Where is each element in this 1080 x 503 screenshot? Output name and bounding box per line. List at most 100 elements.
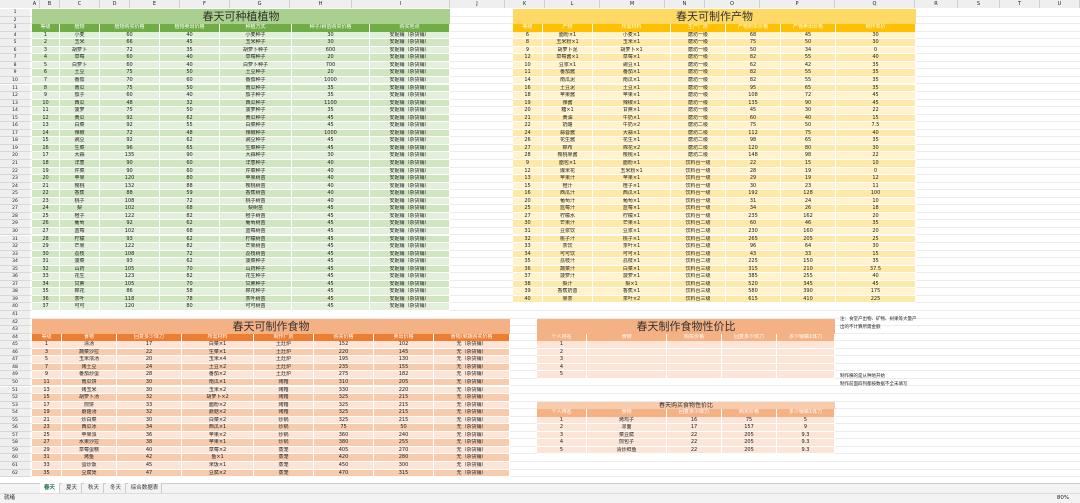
column-heading[interactable]: 个人排名 bbox=[537, 333, 587, 342]
column-header[interactable]: D bbox=[100, 0, 130, 8]
row-header[interactable]: 1 bbox=[0, 9, 30, 17]
row-header[interactable]: 52 bbox=[0, 394, 30, 402]
row-header[interactable]: 24 bbox=[0, 182, 30, 191]
column-heading[interactable]: 购买价格 bbox=[722, 409, 777, 417]
row-header[interactable]: 5 bbox=[0, 39, 30, 47]
column-heading[interactable]: 食物 bbox=[587, 333, 667, 342]
column-heading[interactable]: 所需材料 bbox=[593, 24, 671, 32]
row-header[interactable]: 41 bbox=[0, 311, 30, 319]
column-heading[interactable]: 制作厂房 bbox=[254, 333, 314, 342]
row-header[interactable]: 39 bbox=[0, 295, 30, 304]
row-header[interactable]: 10 bbox=[0, 76, 30, 85]
column-heading[interactable]: 等级 bbox=[513, 24, 543, 32]
row-header[interactable]: 15 bbox=[0, 114, 30, 123]
sheet-tab[interactable]: 综合数据表 bbox=[128, 483, 162, 493]
column-header[interactable]: G bbox=[230, 0, 290, 8]
row-header[interactable]: 23 bbox=[0, 175, 30, 183]
column-heading[interactable]: 购买价格 bbox=[314, 333, 374, 342]
row-header[interactable]: 17 bbox=[0, 129, 30, 138]
row-header[interactable]: 48 bbox=[0, 363, 30, 372]
column-header[interactable]: O bbox=[705, 0, 760, 8]
sheet-tab[interactable]: 夏天 bbox=[62, 483, 82, 493]
row-header[interactable]: 26 bbox=[0, 197, 30, 206]
row-header[interactable]: 45 bbox=[0, 341, 30, 349]
sheet-tab[interactable]: 秋天 bbox=[84, 483, 104, 493]
column-header[interactable]: I bbox=[352, 0, 450, 8]
row-header[interactable]: 4 bbox=[0, 31, 30, 40]
column-header[interactable]: U bbox=[1040, 0, 1080, 8]
row-header[interactable]: 8 bbox=[0, 61, 30, 70]
column-header[interactable]: Q bbox=[835, 0, 915, 8]
column-heading[interactable]: 植物卖出价格 bbox=[160, 24, 220, 32]
row-header[interactable]: 43 bbox=[0, 326, 30, 334]
column-header[interactable]: N bbox=[665, 0, 705, 8]
column-header[interactable]: L bbox=[545, 0, 600, 8]
column-heading[interactable]: 制作单价 bbox=[836, 24, 916, 32]
row-header[interactable]: 25 bbox=[0, 190, 30, 198]
column-heading[interactable]: 所需材料 bbox=[182, 333, 254, 342]
row-header[interactable]: 35 bbox=[0, 265, 30, 274]
column-heading[interactable]: 食物 bbox=[587, 409, 667, 417]
row-header[interactable]: 47 bbox=[0, 356, 30, 364]
row-header[interactable]: 55 bbox=[0, 416, 30, 425]
column-header[interactable]: C bbox=[60, 0, 100, 8]
row-header[interactable]: 19 bbox=[0, 144, 30, 153]
column-heading[interactable]: 多少钢镐1体力 bbox=[777, 409, 835, 417]
column-header[interactable]: M bbox=[600, 0, 665, 8]
row-header[interactable]: 57 bbox=[0, 431, 30, 440]
column-heading[interactable]: 植物购买价格 bbox=[100, 24, 160, 32]
row-header[interactable]: 44 bbox=[0, 333, 30, 342]
column-header[interactable]: K bbox=[505, 0, 545, 8]
row-header[interactable]: 11 bbox=[0, 84, 30, 93]
row-header[interactable]: 29 bbox=[0, 220, 30, 228]
column-header[interactable]: P bbox=[760, 0, 835, 8]
row-header[interactable]: 62 bbox=[0, 469, 30, 478]
column-heading[interactable]: 卖出价格 bbox=[374, 333, 434, 342]
row-header[interactable]: 13 bbox=[0, 99, 30, 108]
row-header[interactable]: 21 bbox=[0, 160, 30, 168]
column-header[interactable]: T bbox=[1000, 0, 1040, 8]
row-header[interactable]: 51 bbox=[0, 386, 30, 395]
row-header[interactable]: 33 bbox=[0, 250, 30, 259]
row-header[interactable]: 61 bbox=[0, 462, 30, 470]
column-heading[interactable]: 多少钢镐1体力 bbox=[777, 333, 835, 342]
column-heading[interactable]: 生产厂房 bbox=[671, 24, 726, 32]
row-header[interactable]: 53 bbox=[0, 401, 30, 410]
column-header[interactable]: F bbox=[180, 0, 230, 8]
column-header[interactable]: A bbox=[30, 0, 40, 8]
column-header[interactable]: S bbox=[958, 0, 1000, 8]
row-header[interactable]: 58 bbox=[0, 439, 30, 447]
sheet-tab[interactable]: 冬天 bbox=[106, 483, 126, 493]
column-header[interactable]: R bbox=[915, 0, 958, 8]
column-heading[interactable]: 食物/果蔬购买价格 bbox=[434, 333, 510, 342]
row-header[interactable]: 6 bbox=[0, 46, 30, 55]
row-header[interactable]: 14 bbox=[0, 107, 30, 115]
row-header[interactable]: 60 bbox=[0, 454, 30, 462]
sheet-tab[interactable]: 春天 bbox=[40, 483, 60, 493]
row-header[interactable]: 36 bbox=[0, 273, 30, 281]
row-header[interactable]: 3 bbox=[0, 24, 30, 32]
column-heading[interactable]: 植物 bbox=[60, 24, 100, 32]
row-header[interactable]: 9 bbox=[0, 69, 30, 77]
row-header[interactable]: 50 bbox=[0, 378, 30, 387]
column-heading[interactable]: 等级 bbox=[32, 24, 60, 32]
zoom-level[interactable]: 80% bbox=[1056, 495, 1070, 501]
row-header[interactable]: 31 bbox=[0, 235, 30, 244]
row-header[interactable]: 12 bbox=[0, 92, 30, 100]
row-header[interactable]: 22 bbox=[0, 167, 30, 176]
row-header[interactable]: 59 bbox=[0, 446, 30, 455]
column-header[interactable]: H bbox=[290, 0, 352, 8]
row-header[interactable]: 18 bbox=[0, 137, 30, 145]
column-heading[interactable]: 购买地点 bbox=[370, 24, 450, 32]
column-heading[interactable]: 产物卖出价格 bbox=[781, 24, 836, 32]
column-header[interactable]: B bbox=[40, 0, 60, 8]
column-heading[interactable]: 种植方式 bbox=[220, 24, 292, 32]
column-heading[interactable]: 回复多少体力 bbox=[117, 333, 182, 342]
row-header[interactable]: 2 bbox=[0, 16, 30, 25]
row-header[interactable]: 54 bbox=[0, 409, 30, 417]
column-heading[interactable]: 食物 bbox=[62, 333, 117, 342]
row-header[interactable]: 16 bbox=[0, 122, 30, 130]
column-heading[interactable]: 等级 bbox=[32, 333, 62, 342]
column-header[interactable]: J bbox=[450, 0, 505, 8]
row-header[interactable]: 28 bbox=[0, 212, 30, 221]
